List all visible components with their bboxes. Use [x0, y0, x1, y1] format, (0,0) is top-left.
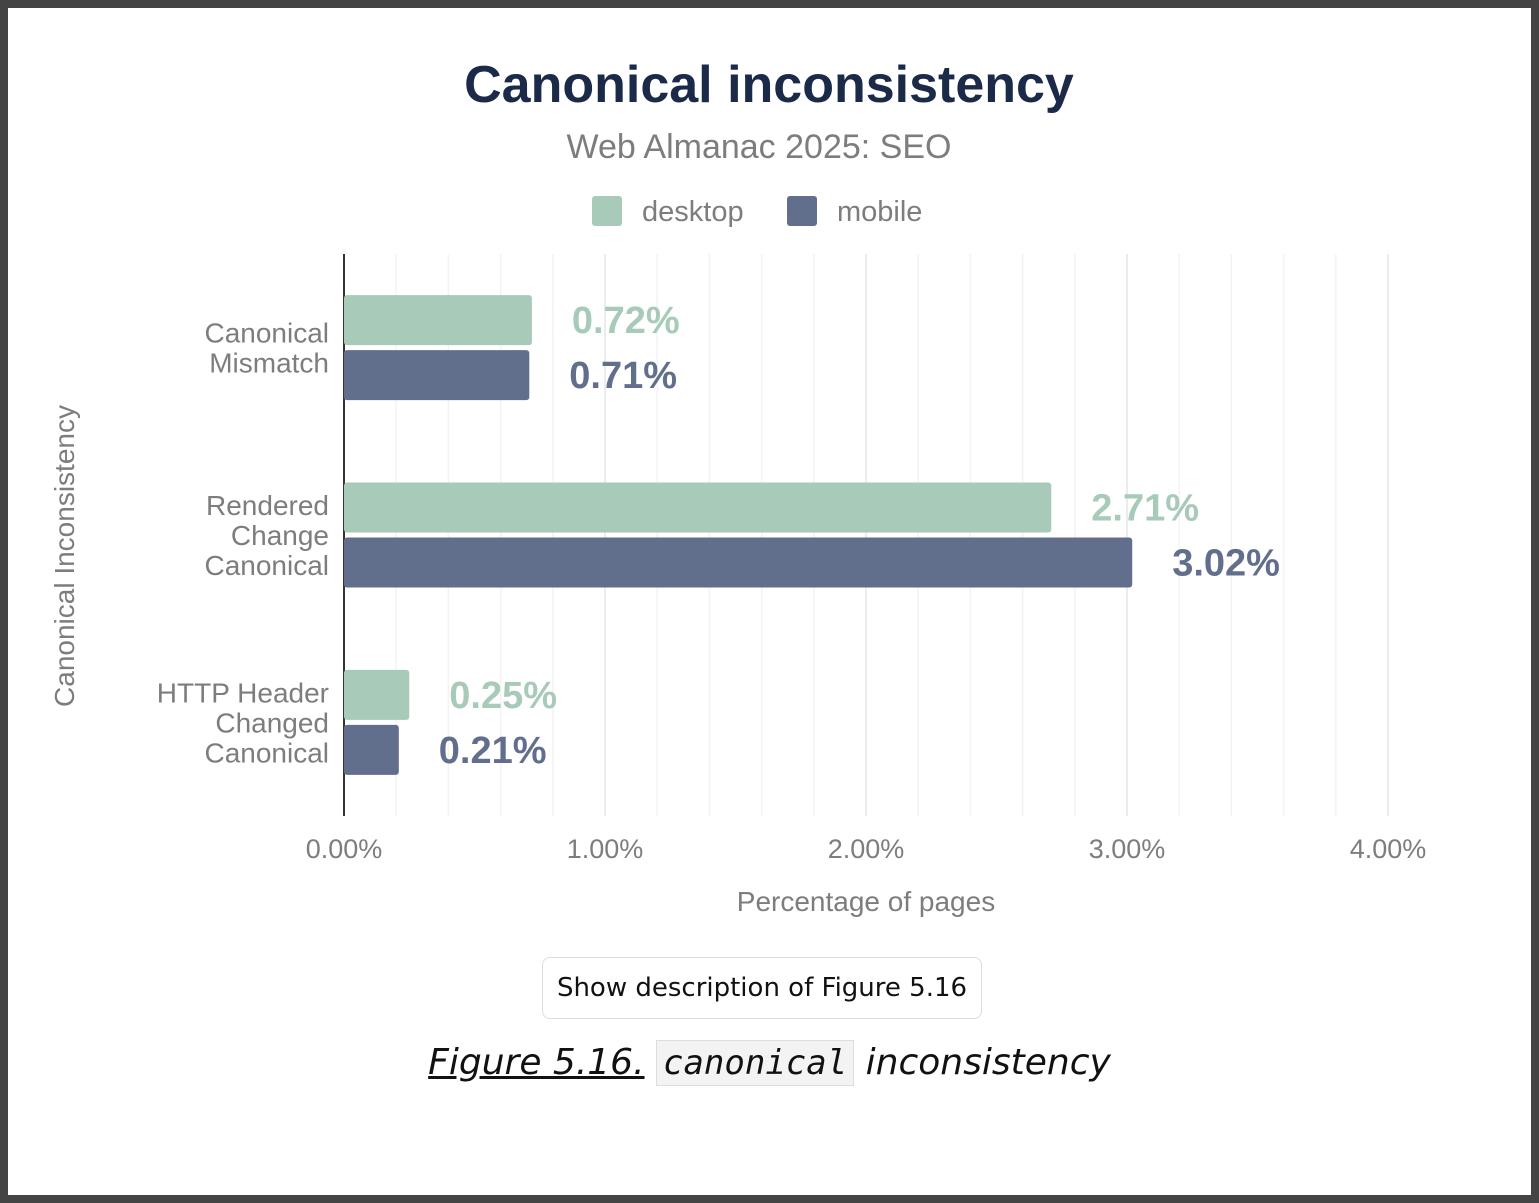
- category-label: HTTP Header Changed Canonical: [157, 677, 329, 768]
- bar-desktop: [344, 482, 1052, 533]
- bar-desktop: [344, 669, 410, 720]
- caption-text: inconsistency: [865, 1042, 1111, 1083]
- bar-desktop: [344, 295, 532, 346]
- bar-mobile: [344, 350, 530, 401]
- chart-subtitle: Web Almanac 2025: SEO: [567, 128, 952, 166]
- data-label-mobile: 0.71%: [569, 355, 677, 397]
- y-axis-title: Canonical Inconsistency: [49, 405, 80, 707]
- figure-caption: Figure 5.16. canonical inconsistency: [8, 1040, 1531, 1086]
- legend-label-desktop: desktop: [642, 196, 744, 228]
- caption-code: canonical: [655, 1040, 855, 1086]
- chart-title: Canonical inconsistency: [464, 56, 1074, 114]
- category-label: Canonical Mismatch: [204, 318, 329, 379]
- data-label-mobile: 3.02%: [1172, 543, 1280, 585]
- x-tick-label: 3.00%: [1089, 834, 1166, 864]
- legend-label-mobile: mobile: [837, 196, 922, 228]
- category-label: Rendered Change Canonical: [204, 490, 329, 581]
- bar-mobile: [344, 724, 399, 775]
- chart: Canonical inconsistency Web Almanac 2025:…: [49, 56, 1427, 917]
- x-tick-label: 1.00%: [567, 834, 644, 864]
- show-description-button[interactable]: Show description of Figure 5.16: [542, 957, 982, 1019]
- x-tick-label: 2.00%: [828, 834, 905, 864]
- legend-swatch-mobile: [787, 196, 817, 226]
- x-tick-label: 4.00%: [1350, 834, 1427, 864]
- x-tick-label: 0.00%: [306, 834, 383, 864]
- data-label-desktop: 2.71%: [1091, 488, 1199, 530]
- legend-swatch-desktop: [592, 196, 622, 226]
- data-label-desktop: 0.25%: [449, 675, 557, 717]
- data-label-desktop: 0.72%: [572, 300, 680, 342]
- data-label-mobile: 0.21%: [439, 730, 547, 772]
- figure-container: Canonical inconsistency Web Almanac 2025:…: [8, 8, 1531, 1195]
- bar-mobile: [344, 537, 1133, 588]
- figure-link[interactable]: Figure 5.16.: [428, 1042, 645, 1083]
- x-axis-title: Percentage of pages: [737, 886, 995, 917]
